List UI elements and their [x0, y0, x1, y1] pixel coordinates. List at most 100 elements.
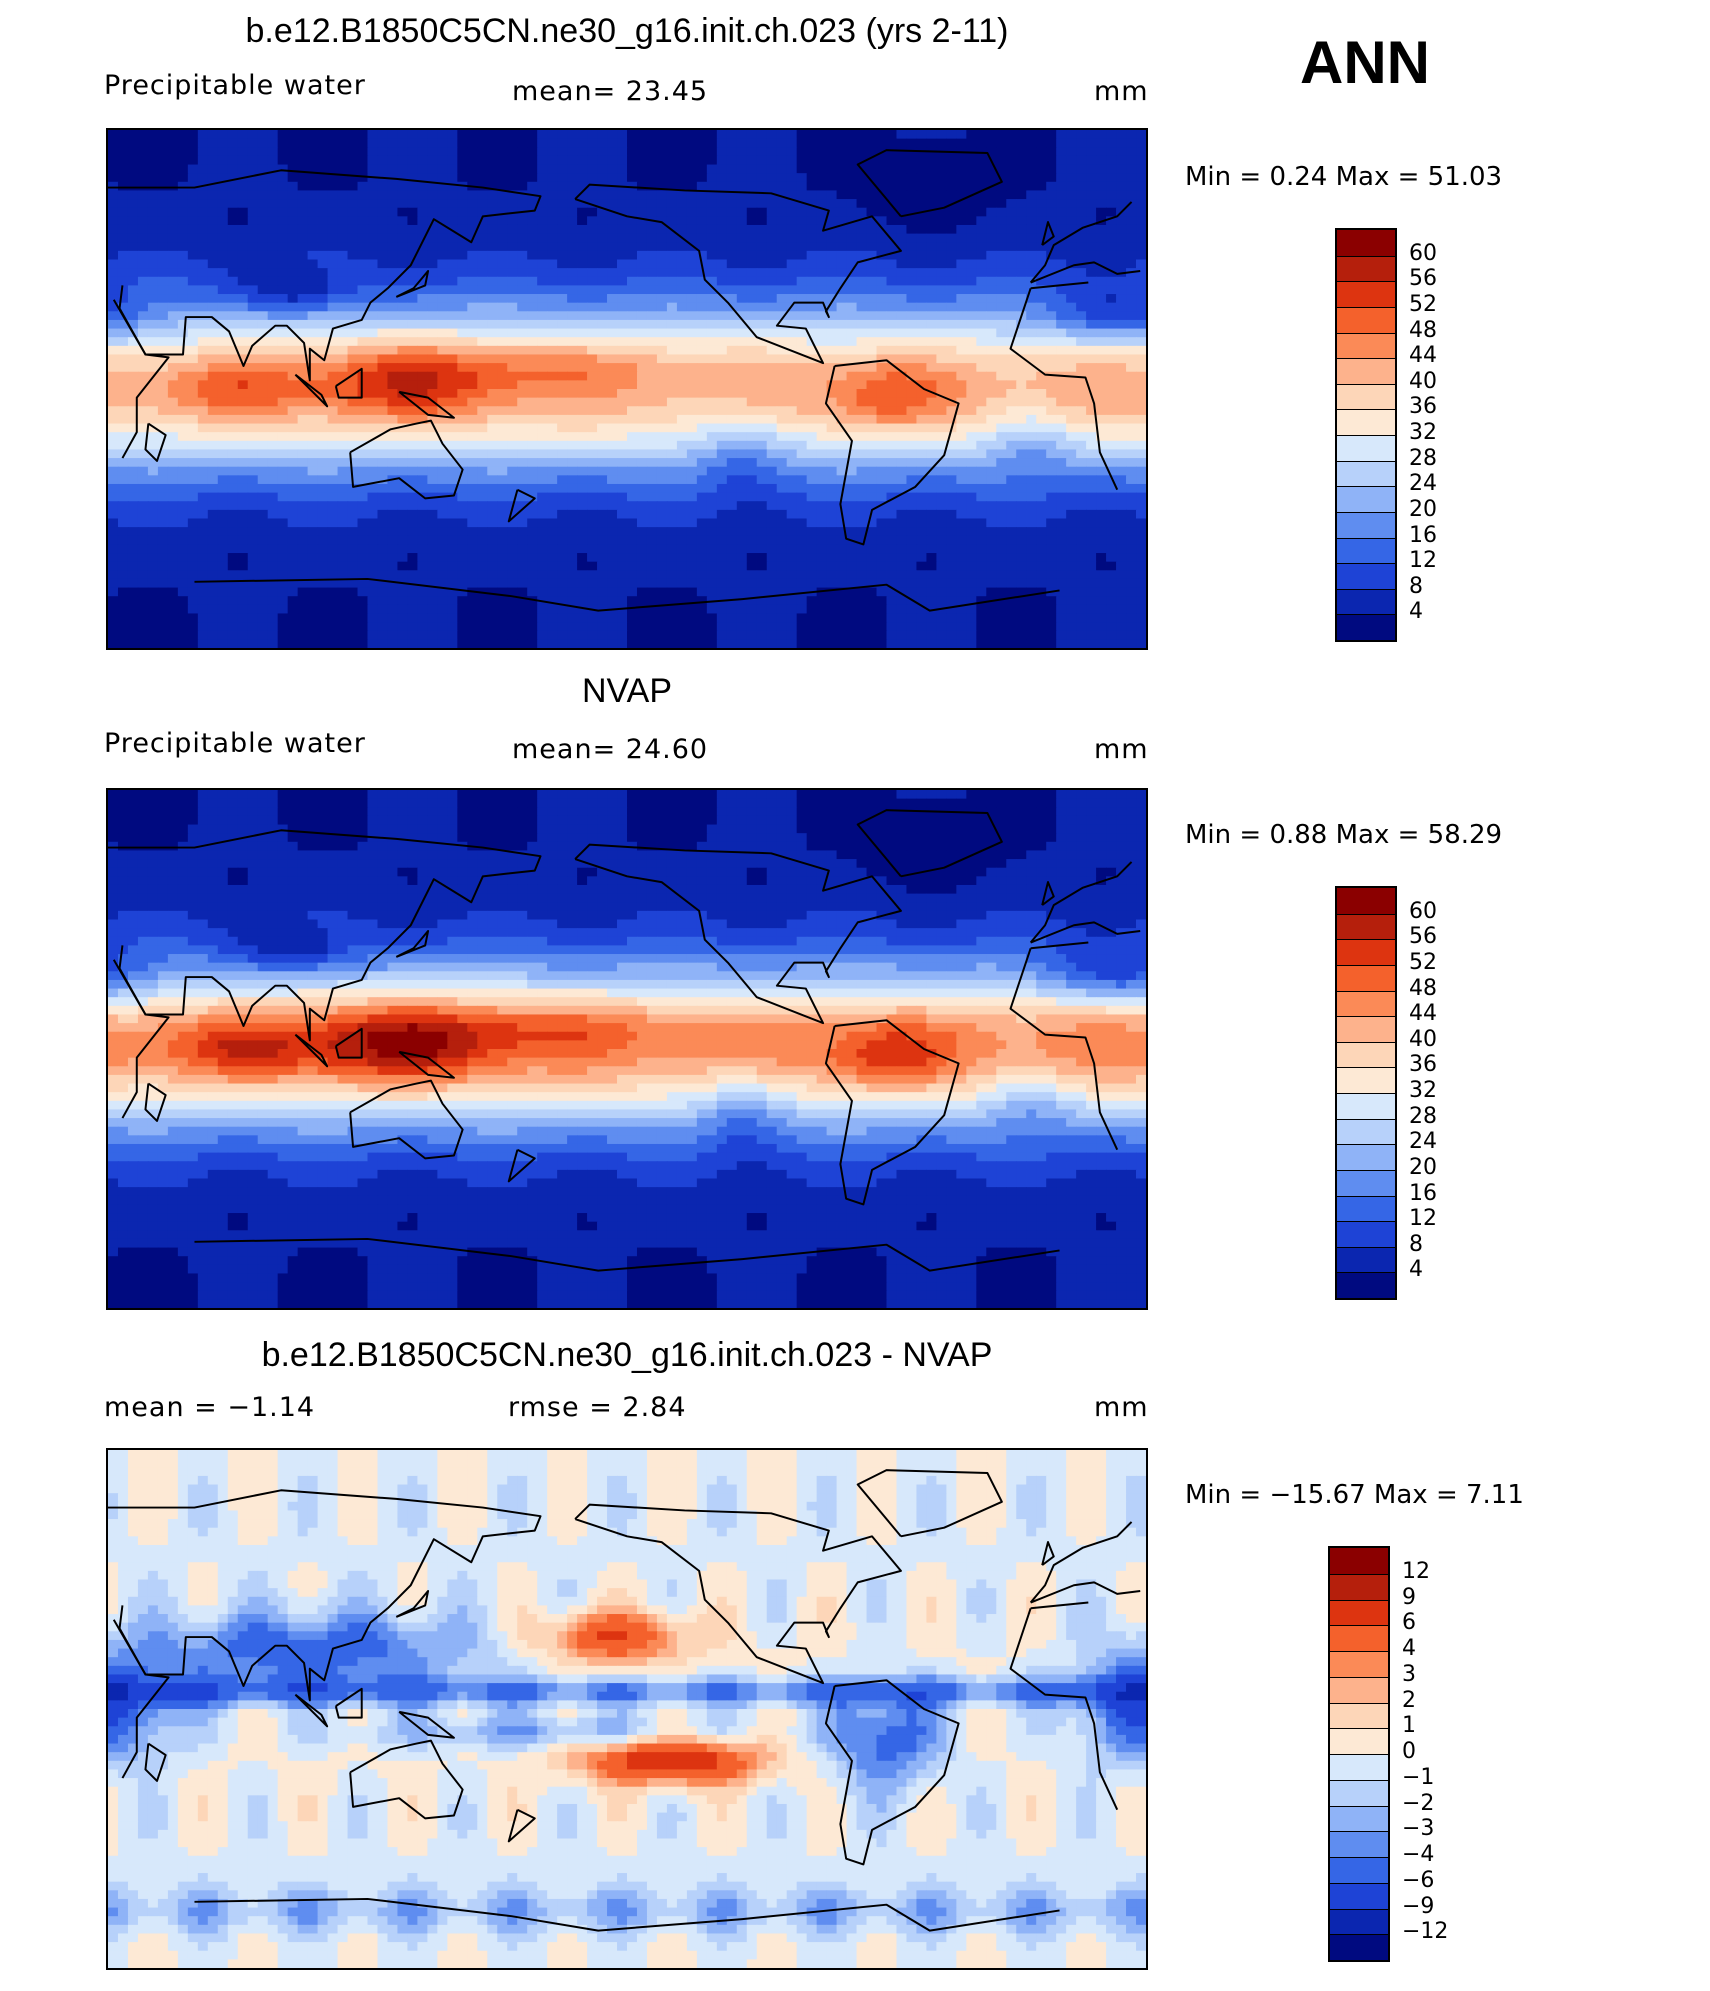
field-cell	[207, 371, 219, 381]
field-cell	[956, 233, 967, 243]
field-cell	[1086, 518, 1097, 528]
field-cell	[976, 337, 987, 347]
field-cell	[217, 285, 229, 295]
field-cell	[646, 199, 658, 209]
field-cell	[537, 535, 548, 545]
field-cell	[237, 354, 249, 364]
field-cell	[407, 302, 419, 312]
field-cell	[437, 527, 448, 537]
field-cell	[666, 147, 678, 157]
field-cell	[686, 294, 698, 304]
field-cell	[1116, 276, 1127, 286]
field-cell	[457, 259, 468, 269]
field-cell	[567, 371, 578, 381]
field-cell	[217, 509, 229, 520]
field-cell	[437, 466, 448, 476]
field-cell	[716, 509, 728, 520]
field-cell	[1106, 458, 1117, 468]
field-cell	[766, 276, 778, 286]
field-cell	[926, 501, 938, 511]
field-cell	[976, 501, 987, 511]
field-cell	[357, 483, 369, 494]
field-cell	[347, 363, 359, 373]
field-cell	[317, 216, 329, 226]
field-cell	[786, 285, 798, 295]
field-cell	[437, 389, 448, 399]
field-cell	[507, 380, 518, 390]
field-cell	[167, 466, 179, 476]
field-cell	[1016, 458, 1027, 468]
field-cell	[447, 527, 458, 537]
field-cell	[786, 138, 798, 148]
field-cell	[976, 389, 987, 399]
field-cell	[437, 207, 448, 217]
field-cell	[1066, 458, 1077, 468]
field-cell	[527, 535, 538, 545]
field-cell	[317, 458, 329, 468]
field-cell	[1046, 216, 1057, 226]
field-cell	[567, 319, 578, 330]
field-cell	[137, 224, 149, 235]
field-cell	[407, 138, 419, 148]
field-cell	[796, 337, 808, 347]
field-cell	[387, 242, 399, 252]
field-cell	[896, 311, 908, 321]
field-cell	[237, 328, 249, 338]
field-cell	[377, 207, 389, 217]
field-cell	[417, 432, 428, 442]
field-cell	[1126, 518, 1137, 528]
field-cell	[656, 337, 668, 347]
field-cell	[627, 371, 638, 381]
field-cell	[646, 130, 658, 140]
field-cell	[467, 276, 478, 286]
field-cell	[666, 380, 678, 390]
field-cell	[646, 535, 658, 545]
field-cell	[1036, 250, 1047, 261]
field-cell	[587, 371, 598, 381]
field-cell	[1056, 397, 1067, 407]
field-cell	[467, 224, 478, 235]
field-cell	[1016, 155, 1027, 166]
field-cell	[976, 345, 987, 356]
field-cell	[796, 319, 808, 330]
field-cell	[836, 535, 848, 545]
field-cell	[327, 190, 339, 200]
field-cell	[976, 242, 987, 252]
field-cell	[786, 535, 798, 545]
field-cell	[746, 216, 758, 226]
field-cell	[866, 466, 878, 476]
field-cell	[297, 285, 309, 295]
field-cell	[537, 224, 548, 235]
field-cell	[816, 250, 828, 261]
field-cell	[656, 475, 668, 485]
field-cell	[547, 501, 558, 511]
field-cell	[746, 466, 758, 476]
field-cell	[906, 207, 918, 217]
field-cell	[786, 147, 798, 157]
field-cell	[866, 527, 878, 537]
field-cell	[537, 268, 548, 278]
field-cell	[866, 216, 878, 226]
field-cell	[926, 173, 938, 183]
field-cell	[746, 138, 758, 148]
field-cell	[407, 190, 419, 200]
field-cell	[108, 155, 119, 166]
field-cell	[956, 319, 967, 330]
field-cell	[367, 458, 379, 468]
field-cell	[597, 337, 608, 347]
field-cell	[517, 328, 528, 338]
field-cell	[167, 475, 179, 485]
field-cell	[477, 518, 488, 528]
field-cell	[946, 216, 957, 226]
field-cell	[167, 371, 179, 381]
field-cell	[916, 319, 928, 330]
field-cell	[167, 440, 179, 451]
field-cell	[826, 380, 838, 390]
field-cell	[137, 492, 149, 502]
field-cell	[487, 285, 498, 295]
field-cell	[387, 130, 399, 140]
field-cell	[437, 173, 448, 183]
field-cell	[1026, 285, 1037, 295]
field-cell	[397, 423, 409, 433]
field-cell	[1076, 509, 1087, 520]
